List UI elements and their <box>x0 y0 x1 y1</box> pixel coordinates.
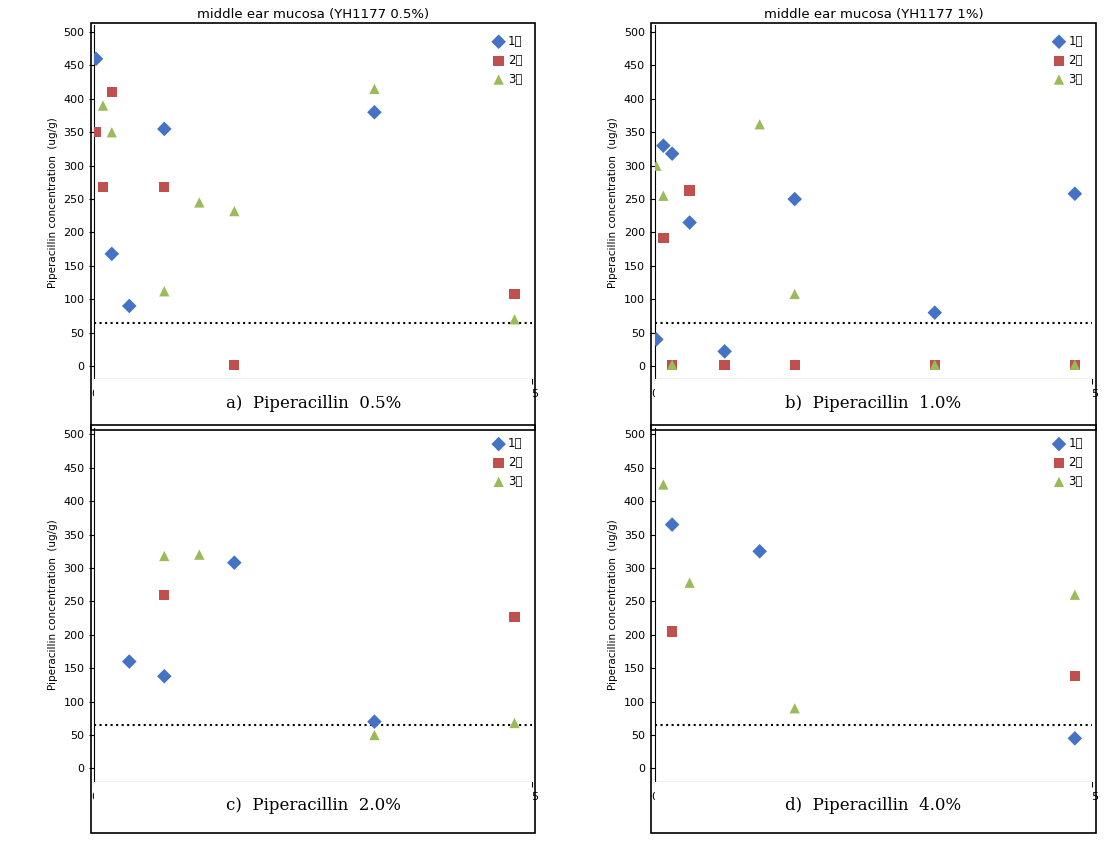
3자 <box>225 204 243 218</box>
1자 <box>121 655 139 668</box>
3자 <box>103 125 121 139</box>
2자 <box>786 358 804 372</box>
2자 <box>506 610 523 623</box>
Title: middle ear mucosa (YH1177 0.5%): middle ear mucosa (YH1177 0.5%) <box>197 8 429 21</box>
1자 <box>103 247 121 261</box>
2자 <box>1066 669 1083 683</box>
Legend: 1자, 2자, 3자: 1자, 2자, 3자 <box>1050 434 1087 491</box>
3자 <box>191 548 208 562</box>
Text: a)  Piperacillin  0.5%: a) Piperacillin 0.5% <box>225 395 400 412</box>
2자 <box>654 231 672 245</box>
X-axis label: Time (hr): Time (hr) <box>846 807 901 820</box>
Y-axis label: Piperacillin concentration  (ug/g): Piperacillin concentration (ug/g) <box>608 519 618 690</box>
3자 <box>1066 358 1083 372</box>
2자 <box>155 588 173 601</box>
3자 <box>648 159 665 173</box>
Text: b)  Piperacillin  1.0%: b) Piperacillin 1.0% <box>785 395 962 412</box>
1자 <box>715 345 733 358</box>
Y-axis label: Piperacillin concentration  (ug/g): Piperacillin concentration (ug/g) <box>48 117 58 288</box>
2자 <box>663 625 681 639</box>
1자 <box>121 299 139 313</box>
3자 <box>155 285 173 298</box>
2자 <box>155 180 173 194</box>
1자 <box>681 216 699 230</box>
1자 <box>88 52 105 65</box>
2자 <box>88 125 105 139</box>
1자 <box>654 139 672 152</box>
X-axis label: Time (hr): Time (hr) <box>846 405 901 418</box>
1자 <box>225 556 243 569</box>
1자 <box>751 545 769 558</box>
Y-axis label: Piperacillin concentration  (ug/g): Piperacillin concentration (ug/g) <box>608 117 618 288</box>
1자 <box>366 106 384 119</box>
Y-axis label: Piperacillin concentration  (ug/g): Piperacillin concentration (ug/g) <box>48 519 58 690</box>
X-axis label: Time (hr): Time (hr) <box>286 807 340 820</box>
3자 <box>654 478 672 491</box>
2자 <box>681 184 699 197</box>
Title: middle ear mucosa (YH1177 4%): middle ear mucosa (YH1177 4%) <box>764 411 984 424</box>
1자 <box>1066 187 1083 201</box>
3자 <box>506 717 523 730</box>
3자 <box>1066 588 1083 601</box>
2자 <box>103 86 121 99</box>
Text: d)  Piperacillin  4.0%: d) Piperacillin 4.0% <box>785 797 962 815</box>
1자 <box>663 147 681 160</box>
3자 <box>751 118 769 131</box>
2자 <box>94 180 112 194</box>
3자 <box>654 189 672 202</box>
1자 <box>786 192 804 206</box>
3자 <box>786 287 804 301</box>
3자 <box>681 576 699 590</box>
1자 <box>155 669 173 683</box>
1자 <box>663 518 681 531</box>
2자 <box>225 358 243 372</box>
1자 <box>648 333 665 346</box>
2자 <box>663 358 681 372</box>
3자 <box>926 358 944 372</box>
Legend: 1자, 2자, 3자: 1자, 2자, 3자 <box>490 434 526 491</box>
Title: middle ear mucosa (YH1177 2%): middle ear mucosa (YH1177 2%) <box>203 411 423 424</box>
1자 <box>1066 732 1083 745</box>
Legend: 1자, 2자, 3자: 1자, 2자, 3자 <box>490 31 526 89</box>
3자 <box>94 99 112 113</box>
Title: middle ear mucosa (YH1177 1%): middle ear mucosa (YH1177 1%) <box>764 8 984 21</box>
3자 <box>786 701 804 715</box>
2자 <box>926 358 944 372</box>
3자 <box>366 82 384 96</box>
2자 <box>715 358 733 372</box>
2자 <box>1066 358 1083 372</box>
3자 <box>366 728 384 742</box>
Legend: 1자, 2자, 3자: 1자, 2자, 3자 <box>1050 31 1087 89</box>
X-axis label: Time (hr): Time (hr) <box>286 405 340 418</box>
Text: c)  Piperacillin  2.0%: c) Piperacillin 2.0% <box>226 797 400 815</box>
1자 <box>155 122 173 136</box>
1자 <box>926 306 944 319</box>
3자 <box>506 313 523 326</box>
3자 <box>663 358 681 372</box>
3자 <box>191 196 208 209</box>
3자 <box>155 549 173 562</box>
2자 <box>506 287 523 301</box>
1자 <box>366 715 384 728</box>
